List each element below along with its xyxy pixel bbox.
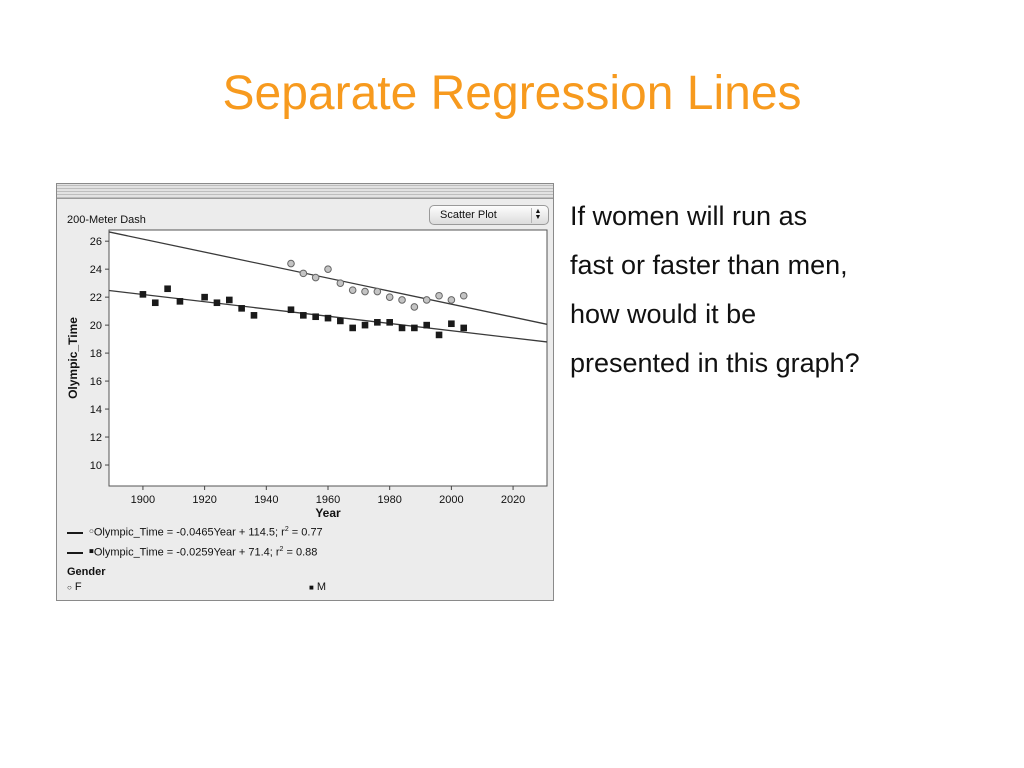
plot-area xyxy=(108,229,548,487)
slide-title: Separate Regression Lines xyxy=(222,67,802,120)
y-tick-label: 18 xyxy=(90,348,102,360)
data-point-f xyxy=(398,296,406,304)
x-tick-label: 1940 xyxy=(254,494,278,506)
legend-row-men: ■Olympic_Time = -0.0259Year + 71.4; r2 =… xyxy=(67,546,317,559)
legend-r2-value: = 0.88 xyxy=(283,546,318,559)
gender-key-label: M xyxy=(316,581,327,593)
body-line: If women will run as xyxy=(570,201,808,231)
y-tick-label: 14 xyxy=(90,404,102,416)
data-point-m xyxy=(164,285,171,293)
data-point-m xyxy=(411,324,418,332)
data-point-m xyxy=(349,324,356,332)
data-point-f xyxy=(422,296,431,304)
gender-key-label: F xyxy=(74,581,82,593)
legend-exponent: 2 xyxy=(284,526,289,533)
gender-key-male: ■ M xyxy=(309,581,326,593)
data-point-m xyxy=(225,296,233,304)
y-tick-label: 10 xyxy=(90,460,102,472)
data-point-f xyxy=(435,291,443,300)
plot-type-select[interactable]: Scatter Plot ▲ ▼ xyxy=(429,205,549,225)
slide-body-text: If women will run as fast or faster than… xyxy=(570,192,990,388)
legend-equation: Olympic_Time = -0.0259Year + 71.4; r xyxy=(93,546,280,559)
open-circle-marker: ○ xyxy=(89,526,94,536)
data-point-f xyxy=(311,273,320,282)
data-point-f xyxy=(447,296,456,304)
data-point-m xyxy=(151,299,159,307)
x-axis-label: Year xyxy=(315,506,341,520)
data-point-f xyxy=(410,303,419,311)
y-tick-label: 24 xyxy=(90,264,102,276)
x-tick-label: 1900 xyxy=(131,494,155,506)
plot-name: 200-Meter Dash xyxy=(67,214,146,226)
data-point-m xyxy=(361,321,369,329)
data-point-m xyxy=(300,312,307,319)
data-point-m xyxy=(176,298,184,305)
x-tick-label: 2000 xyxy=(439,494,463,506)
gender-legend-title: Gender xyxy=(67,566,106,578)
data-point-f xyxy=(348,286,357,294)
data-point-f xyxy=(324,265,332,273)
data-point-f xyxy=(459,291,468,300)
open-circle-icon: ○ xyxy=(67,583,72,592)
data-point-m xyxy=(312,313,319,321)
data-point-m xyxy=(460,324,468,332)
data-point-m xyxy=(238,305,245,312)
legend-r2-value: = 0.77 xyxy=(288,526,323,539)
data-point-f xyxy=(373,287,382,296)
data-point-f xyxy=(385,293,394,301)
scatter-chart: 10 12 14 16 18 20 22 24 26 1900 1920 1940 1960 1980 20… xyxy=(66,229,548,520)
y-tick-label: 26 xyxy=(90,236,102,248)
data-point-f xyxy=(336,279,345,287)
up-down-arrows-icon: ▲ ▼ xyxy=(531,208,544,223)
data-point-m xyxy=(201,293,208,301)
scatter-plot-window: 200-Meter Dash Scatter Plot ▲ ▼ 10 12 14 16 1… xyxy=(56,183,554,601)
filled-square-icon: ■ xyxy=(309,583,314,592)
data-point-m xyxy=(250,312,258,319)
data-point-m xyxy=(435,331,443,339)
data-point-m xyxy=(423,321,431,329)
window-title-bar[interactable] xyxy=(57,184,553,199)
legend-exponent: 2 xyxy=(279,546,284,553)
data-point-m xyxy=(324,314,332,322)
y-tick-label: 20 xyxy=(90,320,102,332)
y-axis-label: Olympic_Time xyxy=(66,317,80,399)
data-point-m xyxy=(398,324,406,332)
body-line: fast or faster than men, xyxy=(570,250,848,280)
body-line: how would it be xyxy=(570,299,757,329)
gender-key-female: ○ F xyxy=(67,581,82,593)
legend-equation: Olympic_Time = -0.0465Year + 114.5; r xyxy=(93,526,285,539)
data-point-m xyxy=(337,317,344,325)
x-tick-label: 1960 xyxy=(316,494,340,506)
filled-square-marker: ■ xyxy=(89,546,94,556)
x-tick-label: 2020 xyxy=(501,494,525,506)
y-tick-label: 12 xyxy=(90,432,102,444)
legend-line-swatch xyxy=(67,551,83,554)
data-point-m xyxy=(374,319,381,326)
y-tick-label: 22 xyxy=(90,292,102,304)
x-tick-label: 1980 xyxy=(377,494,401,506)
data-point-f xyxy=(299,269,308,278)
x-tick-label: 1920 xyxy=(192,494,216,506)
data-point-m xyxy=(213,299,221,307)
data-point-m xyxy=(287,306,295,314)
data-point-m xyxy=(448,320,455,328)
data-point-m xyxy=(386,319,393,326)
regression-line-f xyxy=(108,231,548,325)
legend-line-swatch xyxy=(67,531,83,534)
data-point-m xyxy=(139,291,147,298)
data-point-f xyxy=(287,259,295,268)
legend-row-women: ○Olympic_Time = -0.0465Year + 114.5; r2 … xyxy=(67,526,323,539)
data-point-f xyxy=(361,287,369,296)
plot-type-label: Scatter Plot xyxy=(440,209,497,221)
body-line: presented in this graph? xyxy=(570,348,860,378)
y-tick-label: 16 xyxy=(90,376,102,388)
